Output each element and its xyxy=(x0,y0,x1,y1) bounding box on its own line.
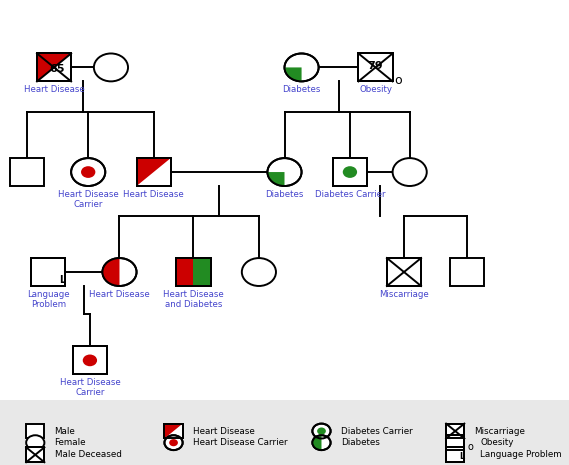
Bar xyxy=(73,346,107,374)
Circle shape xyxy=(26,435,44,450)
Text: Language
Problem: Language Problem xyxy=(27,290,69,309)
Text: L: L xyxy=(59,275,65,285)
Circle shape xyxy=(242,258,276,286)
Bar xyxy=(137,158,171,186)
Bar xyxy=(176,258,211,286)
Bar xyxy=(446,435,464,450)
Bar xyxy=(73,346,107,374)
Bar xyxy=(446,447,464,462)
Bar xyxy=(193,258,211,286)
Text: Miscarriage: Miscarriage xyxy=(379,290,429,299)
Circle shape xyxy=(83,354,97,366)
Text: Obesity: Obesity xyxy=(359,85,392,94)
Bar xyxy=(26,447,44,462)
Circle shape xyxy=(317,427,326,435)
Polygon shape xyxy=(137,158,171,186)
Text: Diabetes: Diabetes xyxy=(341,438,380,447)
Text: Heart Disease: Heart Disease xyxy=(123,190,184,199)
Bar xyxy=(446,424,464,438)
Text: Female: Female xyxy=(55,438,86,447)
Bar xyxy=(176,258,193,286)
Bar xyxy=(446,435,464,450)
Text: Heart Disease
Carrier: Heart Disease Carrier xyxy=(60,378,120,398)
Text: o: o xyxy=(468,442,473,452)
Bar xyxy=(26,424,44,438)
Polygon shape xyxy=(37,53,71,81)
Bar xyxy=(137,158,171,186)
Bar xyxy=(333,158,367,186)
Bar xyxy=(176,258,211,286)
Wedge shape xyxy=(102,258,119,286)
Polygon shape xyxy=(164,424,183,438)
Bar xyxy=(446,424,464,438)
Text: Obesity: Obesity xyxy=(480,438,514,447)
Bar xyxy=(450,258,484,286)
Text: Diabetes: Diabetes xyxy=(282,85,321,94)
Text: Male Deceased: Male Deceased xyxy=(55,450,122,459)
Text: Heart Disease Carrier: Heart Disease Carrier xyxy=(193,438,287,447)
Circle shape xyxy=(312,435,331,450)
Circle shape xyxy=(169,439,178,446)
Bar xyxy=(387,258,421,286)
Text: Heart Disease
and Diabetes: Heart Disease and Diabetes xyxy=(163,290,224,309)
Circle shape xyxy=(284,53,319,81)
Circle shape xyxy=(71,158,105,186)
Wedge shape xyxy=(312,435,321,450)
Text: Diabetes Carrier: Diabetes Carrier xyxy=(341,426,413,436)
Text: Male: Male xyxy=(55,426,75,436)
Text: Heart Disease: Heart Disease xyxy=(24,85,84,94)
Wedge shape xyxy=(267,172,284,186)
Bar xyxy=(333,158,367,186)
Text: Heart Disease: Heart Disease xyxy=(193,426,255,436)
Text: Heart Disease
Carrier: Heart Disease Carrier xyxy=(58,190,118,209)
Bar xyxy=(358,53,393,81)
Bar xyxy=(37,53,71,81)
Text: Language Problem: Language Problem xyxy=(480,450,562,459)
Circle shape xyxy=(267,158,302,186)
Bar xyxy=(31,258,65,286)
Bar xyxy=(446,447,464,462)
Text: o: o xyxy=(394,74,402,87)
Bar xyxy=(0,400,569,465)
Circle shape xyxy=(164,435,183,450)
Circle shape xyxy=(312,424,331,438)
Text: Miscarriage: Miscarriage xyxy=(475,426,525,436)
Bar xyxy=(31,258,65,286)
Text: L: L xyxy=(459,452,464,461)
Text: Diabetes Carrier: Diabetes Carrier xyxy=(315,190,385,199)
Bar xyxy=(358,53,393,81)
Circle shape xyxy=(102,258,137,286)
Text: 65: 65 xyxy=(50,64,65,74)
Text: 79: 79 xyxy=(368,60,384,71)
Wedge shape xyxy=(284,67,302,81)
Bar xyxy=(164,424,183,438)
Bar xyxy=(164,424,183,438)
Text: Diabetes: Diabetes xyxy=(265,190,304,199)
Text: Heart Disease: Heart Disease xyxy=(89,290,150,299)
Bar xyxy=(37,53,71,81)
Circle shape xyxy=(94,53,128,81)
Bar xyxy=(387,258,421,286)
Bar xyxy=(10,158,44,186)
Bar xyxy=(26,447,44,462)
Circle shape xyxy=(343,166,357,178)
Circle shape xyxy=(393,158,427,186)
Circle shape xyxy=(81,166,96,178)
